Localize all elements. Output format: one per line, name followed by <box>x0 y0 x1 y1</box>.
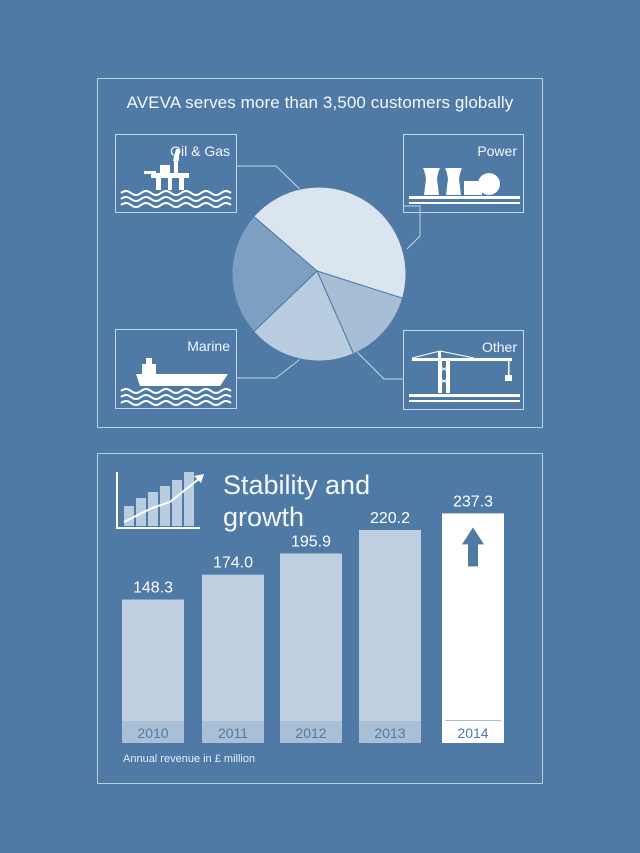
segment-box-power: Power <box>403 134 524 213</box>
year-label-2014: 2014 <box>457 725 488 741</box>
segment-label-other: Other <box>481 339 517 355</box>
leader-line-marine <box>237 352 309 379</box>
year-separator-2014 <box>445 720 501 721</box>
segment-label-oil-gas: Oil & Gas <box>170 143 230 159</box>
segment-label-marine: Marine <box>187 338 230 354</box>
year-band-2010 <box>122 721 184 743</box>
pie-slice-oil-gas <box>253 186 407 299</box>
value-label-2011: 174.0 <box>213 555 253 572</box>
year-label-2012: 2012 <box>295 725 326 741</box>
pie-slice-marine <box>231 215 318 333</box>
segment-box-marine: Marine <box>115 329 237 409</box>
growth-chart-icon <box>116 472 204 529</box>
year-label-2010: 2010 <box>137 725 168 741</box>
customers-title: AVEVA serves more than 3,500 customers g… <box>126 93 514 112</box>
value-label-2012: 195.9 <box>291 533 331 550</box>
crane-icon <box>409 350 520 402</box>
bar-2010 <box>122 599 184 743</box>
leader-line-oil-gas <box>237 165 309 198</box>
bar-2012 <box>280 553 342 743</box>
segment-box-oil-gas: Oil & Gas <box>115 134 237 213</box>
segment-label-power: Power <box>477 143 517 159</box>
growth-panel: Stability and growth 2010 148.3 2011 174.0 2… <box>97 453 543 784</box>
revenue-footnote: Annual revenue in £ million <box>123 753 256 765</box>
growth-title: Stability and growth <box>223 470 371 532</box>
segment-box-other: Other <box>403 330 524 410</box>
value-label-2014: 237.3 <box>453 493 493 510</box>
value-label-2013: 220.2 <box>370 510 410 527</box>
pie-slice-power <box>316 270 404 355</box>
leader-line-power <box>403 205 421 250</box>
year-band-2012 <box>280 721 342 743</box>
year-label-2013: 2013 <box>374 725 405 741</box>
customers-panel: AVEVA serves more than 3,500 customers g… <box>97 78 543 428</box>
power-plant-icon <box>409 168 520 204</box>
up-arrow-icon <box>462 527 484 567</box>
pie-slice-other <box>253 270 355 362</box>
ship-icon <box>120 358 232 406</box>
bar-2011 <box>202 574 264 743</box>
oil-rig-icon <box>120 149 232 208</box>
bar-2013 <box>359 529 421 743</box>
year-band-2011 <box>202 721 264 743</box>
leader-line-other <box>351 346 403 380</box>
year-label-2011: 2011 <box>218 725 248 741</box>
segment-pie-chart <box>231 165 421 380</box>
year-band-2013 <box>359 721 421 743</box>
value-label-2010: 148.3 <box>133 580 173 597</box>
revenue-bar-chart: 2010 148.3 2011 174.0 2012 195.9 2013 220.2 2014… <box>122 493 504 743</box>
